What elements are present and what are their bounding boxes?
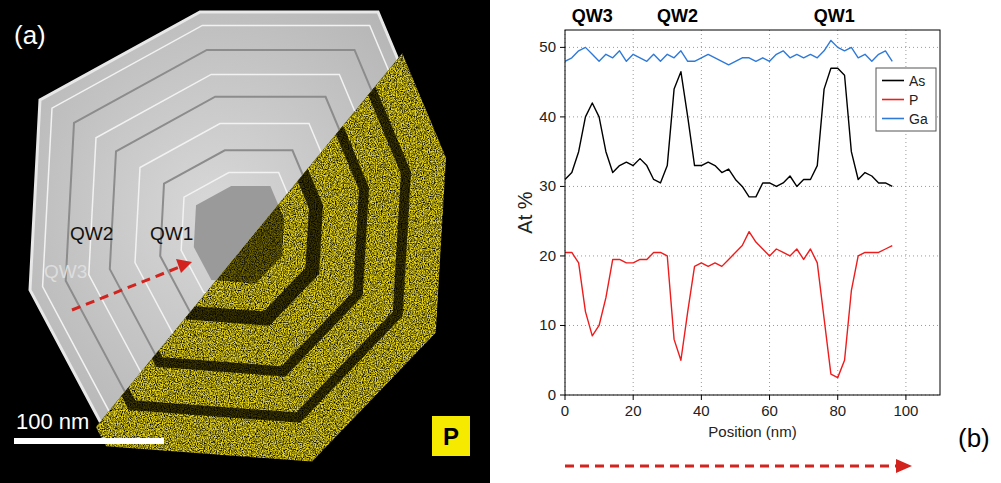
grid-line (701, 30, 702, 395)
tick-label: 0 (561, 402, 569, 419)
qw-label: QW3 (44, 261, 87, 282)
grid-line (837, 30, 838, 395)
grid-line (565, 186, 940, 187)
legend-swatch (882, 80, 904, 82)
tick (837, 395, 838, 400)
grid-line (565, 47, 940, 48)
series-line (565, 232, 892, 378)
legend: As P Ga (876, 68, 936, 131)
tick (560, 47, 565, 48)
tick (560, 116, 565, 117)
grid-line (769, 30, 770, 395)
p-map (0, 0, 490, 483)
legend-label: Ga (909, 111, 928, 127)
arrow-head (896, 459, 912, 473)
grid-line (565, 255, 940, 256)
annotation: QW3 (572, 6, 613, 26)
tick (565, 395, 566, 400)
annotation: QW1 (814, 6, 855, 26)
qw-label: QW2 (70, 223, 113, 244)
scale-bar (14, 438, 164, 444)
tick-label: 60 (761, 402, 778, 419)
tick (769, 395, 770, 400)
legend-label: As (909, 73, 925, 89)
tick (560, 395, 565, 396)
tick (905, 395, 906, 400)
tick (633, 395, 634, 400)
element-label: P (443, 423, 459, 450)
grid-line (565, 325, 940, 326)
tick (560, 255, 565, 256)
plot-frame (565, 30, 940, 395)
tick-label: 30 (539, 177, 556, 194)
x-axis-title: Position (nm) (708, 423, 796, 440)
panel-a-background (0, 0, 490, 483)
legend-label: P (909, 92, 918, 108)
series-line (565, 40, 892, 64)
figure: (a) QW2 QW1 QW3 100 nm P 0 10 20 30 40 50 0 20 40 60 80 1… (0, 0, 1001, 483)
tick-label: 80 (829, 402, 846, 419)
profile-arrow (565, 465, 898, 468)
tick-label: 50 (539, 38, 556, 55)
tick-label: 40 (539, 108, 556, 125)
tick (701, 395, 702, 400)
tick-label: 0 (548, 386, 556, 403)
panel-label: (a) (14, 20, 46, 50)
element-box (432, 416, 470, 456)
arrow-head (176, 259, 192, 273)
tick-label: 20 (625, 402, 642, 419)
panel-label: (b) (958, 423, 990, 453)
y-axis-title: At % (514, 191, 536, 233)
qw-label: QW1 (150, 223, 193, 244)
grid-line (633, 30, 634, 395)
legend-swatch (882, 99, 904, 101)
tick (560, 325, 565, 326)
tick-label: 10 (539, 316, 556, 333)
series-line (565, 68, 892, 197)
series-group (565, 40, 892, 377)
tick-label: 100 (893, 402, 918, 419)
scale-bar-label: 100 nm (16, 409, 89, 434)
tick-label: 20 (539, 247, 556, 264)
tick-label: 40 (693, 402, 710, 419)
legend-box (876, 68, 936, 131)
noise (0, 0, 490, 483)
profile-arrow (72, 266, 182, 310)
legend-swatch (882, 118, 904, 120)
tick (560, 186, 565, 187)
annotation: QW2 (657, 6, 698, 26)
